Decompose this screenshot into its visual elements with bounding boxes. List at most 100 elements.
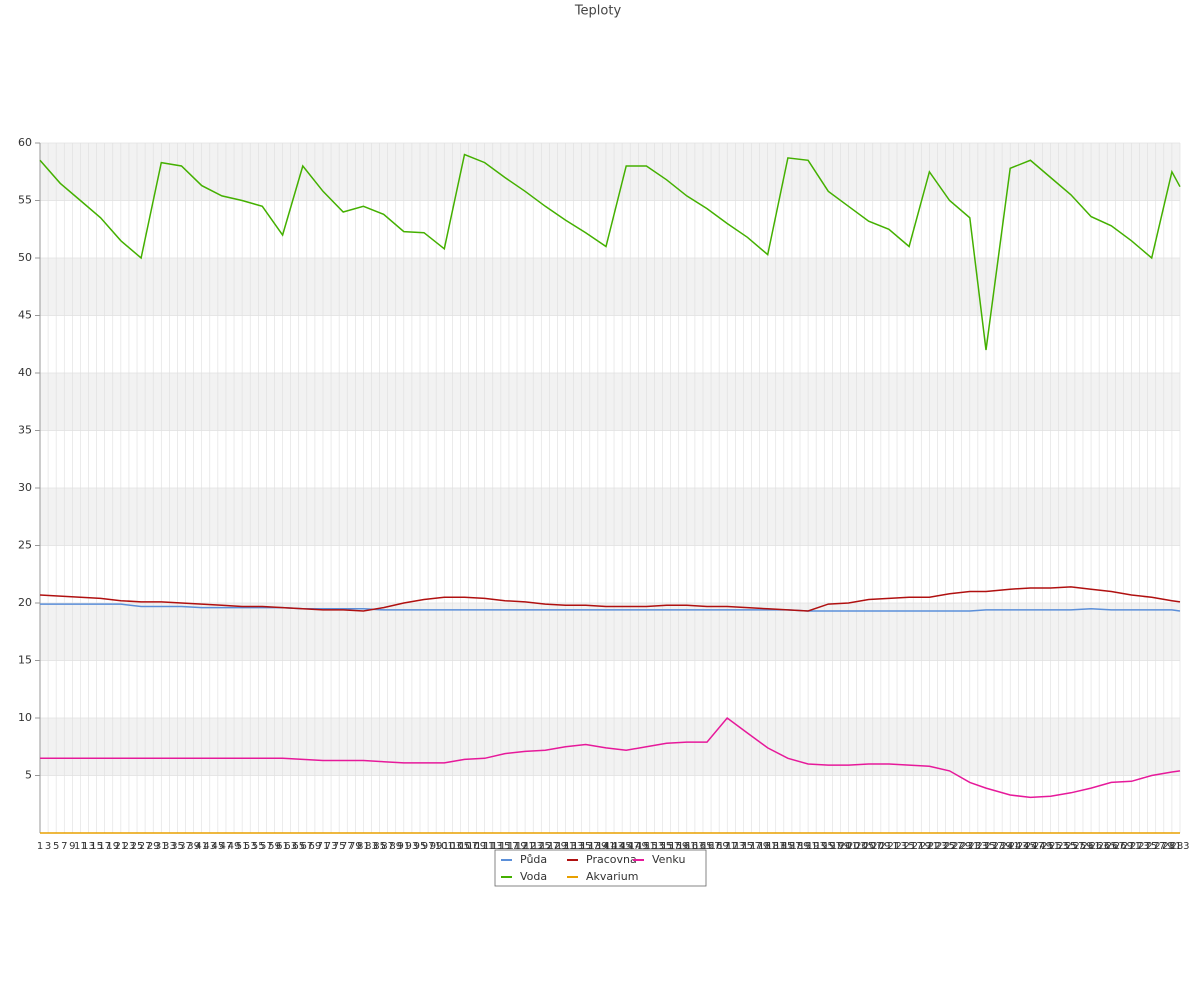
x-tick-label: 99 bbox=[430, 841, 443, 852]
y-tick-label: 35 bbox=[18, 424, 32, 437]
legend-label: Voda bbox=[520, 870, 547, 883]
x-tick-label: 61 bbox=[276, 841, 289, 852]
x-tick-label: 163 bbox=[685, 841, 704, 852]
x-tick-label: 149 bbox=[629, 841, 648, 852]
x-tick-label: 133 bbox=[564, 841, 583, 852]
x-tick-label: 79 bbox=[349, 841, 362, 852]
x-tick-label: 63 bbox=[284, 841, 297, 852]
x-tick-label: 159 bbox=[669, 841, 688, 852]
x-tick-label: 89 bbox=[389, 841, 402, 852]
x-tick-label: 171 bbox=[718, 841, 737, 852]
x-tick-label: 155 bbox=[653, 841, 672, 852]
y-tick-label: 15 bbox=[18, 654, 32, 667]
x-tick-label: 43 bbox=[203, 841, 216, 852]
grid-band bbox=[40, 488, 1180, 546]
x-tick-label: 11 bbox=[74, 841, 87, 852]
x-tick-label: 47 bbox=[220, 841, 233, 852]
x-tick-label: 65 bbox=[292, 841, 305, 852]
x-tick-label: 73 bbox=[325, 841, 338, 852]
x-tick-label: 269 bbox=[1114, 841, 1133, 852]
x-tick-label: 145 bbox=[613, 841, 632, 852]
legend-box bbox=[494, 849, 707, 887]
x-tick-label: 51 bbox=[236, 841, 249, 852]
x-tick-label: 167 bbox=[702, 841, 721, 852]
x-tick-label: 247 bbox=[1025, 841, 1044, 852]
x-tick-label: 27 bbox=[139, 841, 152, 852]
x-tick-label: 3 bbox=[45, 841, 51, 852]
y-tick-label: 25 bbox=[18, 539, 32, 552]
x-tick-label: 175 bbox=[734, 841, 753, 852]
x-tick-label: 35 bbox=[171, 841, 184, 852]
x-tick-label: 257 bbox=[1065, 841, 1084, 852]
x-tick-label: 219 bbox=[912, 841, 931, 852]
x-tick-label: 101 bbox=[435, 841, 454, 852]
x-tick-label: 21 bbox=[114, 841, 127, 852]
x-tick-label: 147 bbox=[621, 841, 640, 852]
x-tick-label: 137 bbox=[580, 841, 599, 852]
x-tick-label: 277 bbox=[1146, 841, 1165, 852]
x-tick-label: 211 bbox=[879, 841, 898, 852]
x-tick-label: 267 bbox=[1106, 841, 1125, 852]
x-tick-label: 221 bbox=[920, 841, 939, 852]
x-tick-label: 135 bbox=[572, 841, 591, 852]
x-tick-label: 75 bbox=[333, 841, 346, 852]
x-tick-label: 283 bbox=[1170, 841, 1189, 852]
y-tick-label: 5 bbox=[25, 769, 32, 782]
x-tick-label: 273 bbox=[1130, 841, 1149, 852]
y-tick-label: 20 bbox=[18, 596, 32, 609]
x-tick-label: 243 bbox=[1009, 841, 1028, 852]
x-tick-label: 281 bbox=[1162, 841, 1181, 852]
x-tick-label: 83 bbox=[365, 841, 378, 852]
x-tick-label: 191 bbox=[799, 841, 818, 852]
legend-label: Venku bbox=[652, 853, 685, 866]
x-tick-label: 241 bbox=[1001, 841, 1020, 852]
x-tick-label: 17 bbox=[98, 841, 111, 852]
x-tick-label: 107 bbox=[459, 841, 478, 852]
x-tick-label: 125 bbox=[532, 841, 551, 852]
x-tick-label: 229 bbox=[952, 841, 971, 852]
series-line bbox=[39, 153, 1181, 351]
x-tick-label: 117 bbox=[499, 841, 518, 852]
x-tick-label: 113 bbox=[483, 841, 502, 852]
x-tick-label: 9 bbox=[69, 841, 75, 852]
x-tick-label: 55 bbox=[252, 841, 265, 852]
x-tick-label: 251 bbox=[1041, 841, 1060, 852]
y-tick-label: 55 bbox=[18, 194, 32, 207]
x-tick-label: 215 bbox=[896, 841, 915, 852]
x-tick-label: 19 bbox=[106, 841, 119, 852]
x-tick-label: 217 bbox=[904, 841, 923, 852]
x-tick-label: 193 bbox=[807, 841, 826, 852]
x-tick-label: 187 bbox=[782, 841, 801, 852]
x-tick-label: 255 bbox=[1057, 841, 1076, 852]
x-tick-label: 23 bbox=[123, 841, 136, 852]
x-tick-label: 225 bbox=[936, 841, 955, 852]
x-tick-label: 29 bbox=[147, 841, 160, 852]
x-tick-label: 111 bbox=[475, 841, 494, 852]
legend-label: Akvarium bbox=[586, 870, 638, 883]
x-tick-label: 261 bbox=[1082, 841, 1101, 852]
x-tick-label: 115 bbox=[491, 841, 510, 852]
x-tick-label: 259 bbox=[1073, 841, 1092, 852]
x-tick-label: 195 bbox=[815, 841, 834, 852]
x-tick-label: 263 bbox=[1090, 841, 1109, 852]
x-tick-label: 139 bbox=[588, 841, 607, 852]
x-tick-label: 41 bbox=[195, 841, 208, 852]
grid-band bbox=[40, 718, 1180, 776]
x-tick-label: 265 bbox=[1098, 841, 1117, 852]
x-tick-label: 5 bbox=[53, 841, 59, 852]
grid-band bbox=[40, 258, 1180, 316]
x-tick-label: 129 bbox=[548, 841, 567, 852]
x-tick-label: 201 bbox=[839, 841, 858, 852]
x-tick-label: 123 bbox=[524, 841, 543, 852]
legend: Půda Voda Pracovna Akvarium Venku bbox=[494, 849, 707, 887]
y-tick-label: 10 bbox=[18, 711, 32, 724]
x-tick-label: 53 bbox=[244, 841, 257, 852]
x-tick-label: 109 bbox=[467, 841, 486, 852]
x-tick-label: 33 bbox=[163, 841, 176, 852]
legend-label: Půda bbox=[520, 853, 547, 866]
x-tick-label: 131 bbox=[556, 841, 575, 852]
x-tick-label: 223 bbox=[928, 841, 947, 852]
x-tick-label: 169 bbox=[710, 841, 729, 852]
grid-band bbox=[40, 373, 1180, 431]
